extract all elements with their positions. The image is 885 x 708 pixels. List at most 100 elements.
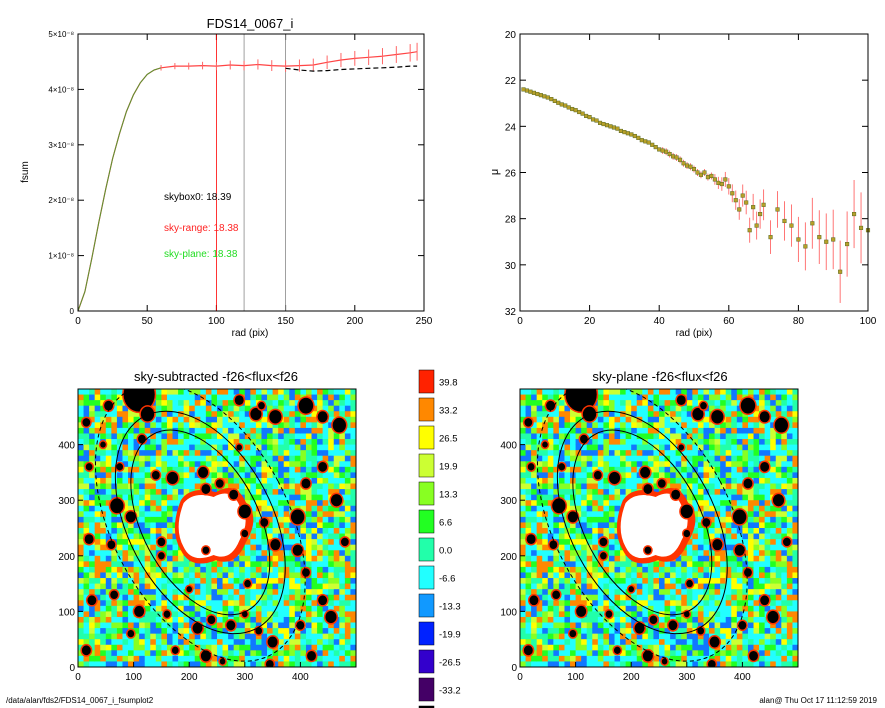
masked-source (526, 534, 536, 545)
sky-plane-title: sky-plane -f26<flux<f26 (592, 369, 727, 384)
masked-source (740, 397, 756, 414)
mu-point (618, 128, 623, 133)
mu-point (674, 155, 679, 160)
masked-source (151, 470, 160, 480)
sky-map-ytick-label: 300 (500, 496, 517, 507)
mu-point (615, 126, 620, 131)
fsum-annotation-skybox: skybox0: 18.39 (164, 192, 232, 203)
masked-source (163, 610, 171, 618)
sky-map-xtick-label: 200 (623, 672, 640, 683)
mu-xtick-label: 40 (654, 316, 666, 327)
masked-source (743, 478, 753, 489)
masked-source (744, 568, 752, 577)
mu-plot-frame (519, 33, 869, 312)
mu-ytick-label: 22 (505, 76, 517, 87)
masked-source (318, 461, 328, 472)
colorbar-label: -33.2 (439, 686, 461, 697)
masked-source (301, 478, 311, 489)
colorbar-label: 26.5 (439, 434, 458, 445)
fsum-ytick-label: 4×10⁻⁸ (48, 85, 74, 94)
masked-source (738, 621, 747, 630)
masked-source (576, 605, 587, 617)
masked-source (546, 400, 556, 411)
mu-point (691, 166, 697, 172)
masked-source (229, 489, 239, 500)
masked-source (668, 620, 678, 631)
sky-map-xtick-label: 0 (517, 672, 523, 683)
footer-timestamp: alan@ Thu Oct 17 11:12:59 2019 (759, 696, 877, 705)
colorbar-swatch (418, 453, 435, 478)
masked-source (558, 463, 566, 471)
mu-point (660, 148, 665, 153)
mu-xtick-label: 100 (860, 316, 877, 327)
mu-point (754, 223, 759, 228)
sky-map-frame (519, 388, 799, 668)
mu-point (688, 164, 693, 169)
masked-source (192, 622, 203, 634)
masked-source (712, 539, 723, 551)
aperture-ellipse (114, 410, 286, 635)
mu-point (587, 115, 592, 120)
masked-source (523, 645, 533, 656)
mu-point (758, 212, 763, 217)
masked-source (166, 471, 179, 485)
mu-point (803, 244, 808, 249)
mu-ytick-label: 20 (505, 30, 517, 41)
mu-point (723, 177, 728, 182)
sky-map-ytick-label: 400 (500, 441, 517, 452)
masked-source (104, 400, 114, 411)
masked-source (549, 540, 558, 549)
mu-point (524, 88, 530, 93)
mu-point (744, 200, 749, 205)
masked-source (580, 434, 588, 444)
mu-point (775, 207, 780, 212)
masked-source (732, 509, 747, 525)
masked-source (140, 406, 155, 422)
mu-point (726, 184, 731, 189)
masked-source (340, 537, 349, 547)
masked-source (127, 629, 135, 638)
masked-source (318, 595, 328, 606)
fsum-xtick-label: 200 (346, 316, 363, 327)
mu-xtick-label: 0 (517, 316, 523, 327)
mu-point (678, 157, 683, 162)
mu-xtick-label: 80 (793, 316, 805, 327)
sky-map-ytick-label: 200 (500, 552, 517, 563)
masked-source (711, 410, 724, 424)
galaxy-core (178, 493, 246, 559)
mu-point (719, 181, 724, 187)
mu-point (810, 221, 815, 226)
mu-point (667, 151, 672, 157)
mu-point (531, 90, 536, 95)
masked-source (198, 466, 209, 478)
mu-point (625, 131, 630, 136)
masked-source (269, 410, 282, 424)
colorbar: 39.8 33.2 26.5 19.9 13.3 6.6 0.0 -6.6 -13.3 -19.9… (418, 369, 461, 708)
mu-point (570, 106, 575, 112)
galaxy-core (620, 493, 688, 559)
colorbar-swatch (418, 509, 435, 534)
masked-source (760, 461, 770, 472)
mu-point (858, 225, 864, 230)
masked-source (767, 610, 779, 624)
sky-map-ytick-label: 0 (69, 663, 75, 674)
masked-source (82, 418, 91, 427)
fsum-series-line (285, 65, 418, 72)
mu-point (542, 94, 547, 99)
masked-source (265, 659, 274, 667)
colorbar-swatch (418, 537, 435, 562)
fsum-xtick-label: 100 (208, 316, 225, 327)
colorbar-swatch (418, 481, 435, 506)
mu-point (608, 124, 613, 129)
masked-source (643, 484, 653, 494)
mu-point (639, 138, 644, 143)
masked-source (236, 444, 243, 451)
masked-source (552, 498, 566, 514)
mu-point (838, 269, 843, 274)
mu-point (535, 91, 540, 97)
mu-xtick-label: 20 (584, 316, 596, 327)
mu-point (580, 111, 585, 116)
masked-source (317, 411, 328, 423)
masked-source (683, 529, 691, 538)
